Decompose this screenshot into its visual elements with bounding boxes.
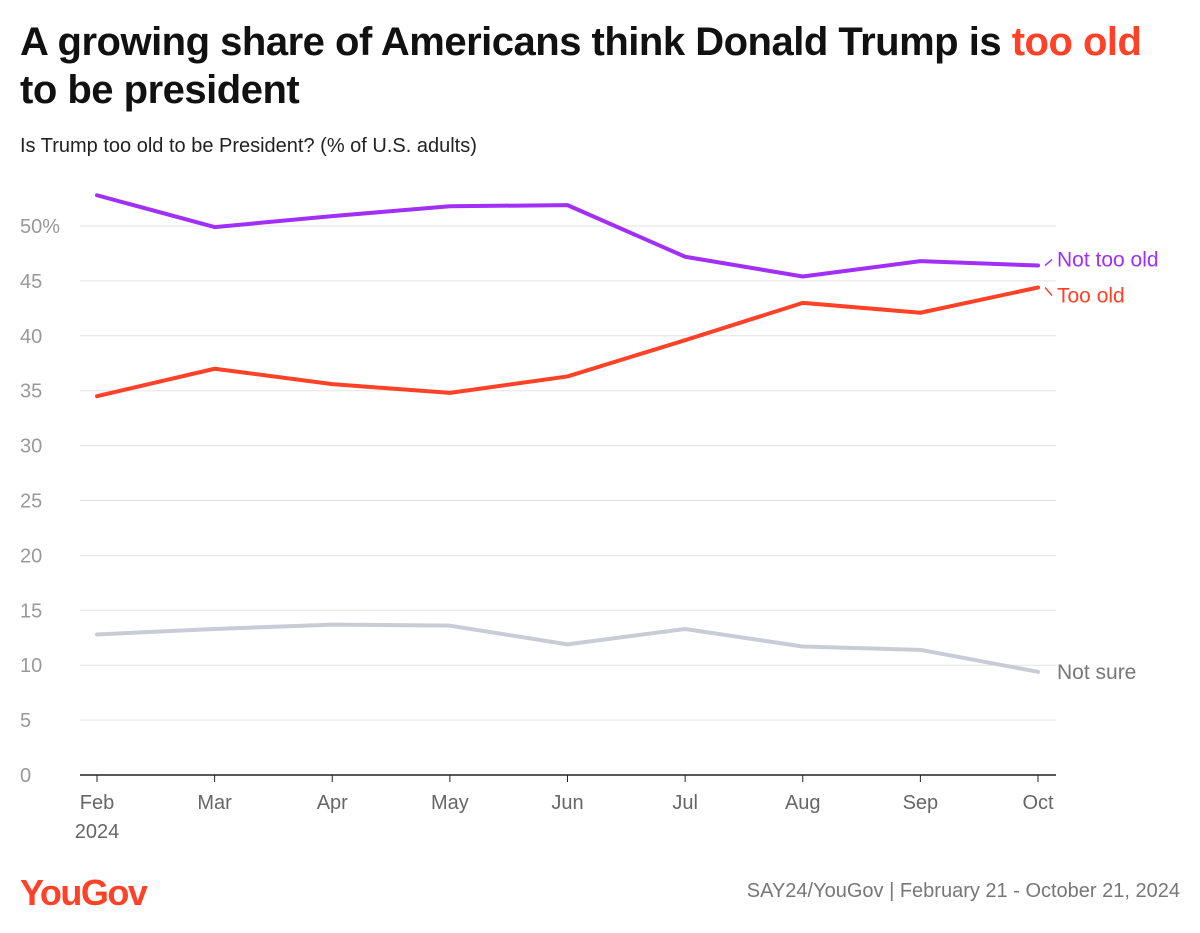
x-tick-label: Apr [317, 792, 348, 814]
y-tick-label: 50% [20, 216, 60, 238]
title-highlight: too old [1011, 20, 1142, 64]
x-tick-label: Aug [785, 792, 821, 814]
series-label: Not sure [1057, 661, 1136, 684]
chart-title: A growing share of Americans think Donal… [20, 20, 1142, 112]
y-tick-label: 30 [20, 436, 42, 458]
y-tick-label: 10 [20, 655, 42, 677]
label-leader [1044, 258, 1053, 267]
series-label: Too old [1057, 284, 1125, 307]
series-label: Not too old [1057, 249, 1159, 272]
x-tick-label: Oct [1022, 792, 1054, 814]
y-tick-label: 20 [20, 545, 42, 567]
series-line [95, 622, 1040, 674]
chart-subtitle: Is Trump too old to be President? (% of … [20, 135, 477, 157]
x-tick-label: Sep [903, 792, 939, 814]
y-tick-label: 0 [20, 765, 31, 787]
x-tick-label: Mar [197, 792, 232, 814]
y-tick-label: 15 [20, 600, 42, 622]
y-tick-label: 35 [20, 381, 42, 403]
source-note: SAY24/YouGov | February 21 - October 21,… [746, 880, 1180, 902]
y-tick-label: 5 [20, 710, 31, 732]
x-tick-label: May [431, 792, 469, 814]
series-line [95, 285, 1040, 399]
y-tick-label: 40 [20, 326, 42, 348]
y-tick-label: 45 [20, 271, 42, 293]
label-leader [1044, 286, 1053, 296]
x-tick-sublabel: 2024 [75, 821, 120, 843]
x-tick-label: Jun [551, 792, 583, 814]
x-tick-label: Jul [672, 792, 698, 814]
series-line [95, 193, 1040, 279]
yougov-logo: YouGov [20, 872, 148, 913]
y-tick-label: 25 [20, 491, 42, 513]
x-tick-label: Feb [80, 792, 114, 814]
